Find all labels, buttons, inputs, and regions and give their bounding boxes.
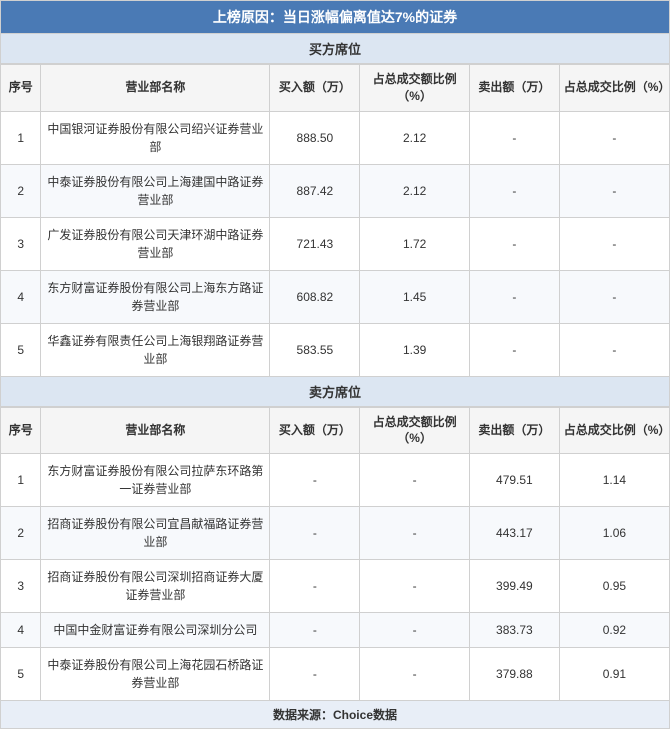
cell-buy_pct: 1.39 [360, 323, 470, 376]
col-sell-pct-header: 占总成交比例（%） [559, 407, 669, 454]
table-row: 5华鑫证券有限责任公司上海银翔路证券营业部583.551.39-- [1, 323, 669, 376]
buyer-section-header: 买方席位 [1, 34, 669, 64]
cell-buy_pct: - [360, 454, 470, 507]
table-row: 1东方财富证券股份有限公司拉萨东环路第一证券营业部--479.511.14 [1, 454, 669, 507]
col-buy-pct-header: 占总成交额比例（%） [360, 407, 470, 454]
cell-buy_pct: 1.72 [360, 217, 470, 270]
col-buy-pct-header: 占总成交额比例（%） [360, 65, 470, 112]
cell-name: 东方财富证券股份有限公司拉萨东环路第一证券营业部 [41, 454, 270, 507]
cell-buy_amount: 583.55 [270, 323, 360, 376]
cell-seq: 3 [1, 560, 41, 613]
cell-name: 东方财富证券股份有限公司上海东方路证券营业部 [41, 270, 270, 323]
table-container: 上榜原因：当日涨幅偏离值达7%的证券 买方席位 序号 营业部名称 买入额（万） … [0, 0, 670, 729]
cell-seq: 5 [1, 323, 41, 376]
cell-seq: 5 [1, 648, 41, 701]
title-bar: 上榜原因：当日涨幅偏离值达7%的证券 [1, 1, 669, 34]
cell-buy_amount: - [270, 454, 360, 507]
table-row: 3广发证券股份有限公司天津环湖中路证券营业部721.431.72-- [1, 217, 669, 270]
cell-buy_amount: 608.82 [270, 270, 360, 323]
seller-table: 序号 营业部名称 买入额（万） 占总成交额比例（%） 卖出额（万） 占总成交比例… [1, 407, 669, 702]
cell-sell_pct: - [559, 270, 669, 323]
col-name-header: 营业部名称 [41, 65, 270, 112]
cell-buy_pct: - [360, 507, 470, 560]
cell-sell_amount: 379.88 [469, 648, 559, 701]
cell-sell_pct: 0.92 [559, 613, 669, 648]
cell-seq: 4 [1, 613, 41, 648]
col-seq-header: 序号 [1, 407, 41, 454]
cell-seq: 1 [1, 454, 41, 507]
table-row: 2招商证券股份有限公司宜昌献福路证券营业部--443.171.06 [1, 507, 669, 560]
cell-seq: 3 [1, 217, 41, 270]
footer-source: 数据来源：Choice数据 [1, 701, 669, 728]
cell-sell_pct: - [559, 217, 669, 270]
buyer-table: 序号 营业部名称 买入额（万） 占总成交额比例（%） 卖出额（万） 占总成交比例… [1, 64, 669, 377]
cell-buy_pct: 1.45 [360, 270, 470, 323]
cell-name: 中国中金财富证券有限公司深圳分公司 [41, 613, 270, 648]
col-name-header: 营业部名称 [41, 407, 270, 454]
cell-buy_amount: - [270, 560, 360, 613]
cell-name: 招商证券股份有限公司深圳招商证券大厦证券营业部 [41, 560, 270, 613]
cell-seq: 4 [1, 270, 41, 323]
cell-sell_pct: 0.95 [559, 560, 669, 613]
cell-sell_amount: 479.51 [469, 454, 559, 507]
cell-buy_amount: - [270, 507, 360, 560]
cell-buy_amount: 887.42 [270, 164, 360, 217]
cell-sell_amount: - [469, 217, 559, 270]
cell-name: 中泰证券股份有限公司上海建国中路证券营业部 [41, 164, 270, 217]
cell-name: 广发证券股份有限公司天津环湖中路证券营业部 [41, 217, 270, 270]
cell-name: 招商证券股份有限公司宜昌献福路证券营业部 [41, 507, 270, 560]
cell-sell_pct: 1.14 [559, 454, 669, 507]
cell-buy_amount: 721.43 [270, 217, 360, 270]
cell-sell_pct: - [559, 111, 669, 164]
cell-sell_amount: - [469, 111, 559, 164]
table-row: 2中泰证券股份有限公司上海建国中路证券营业部887.422.12-- [1, 164, 669, 217]
cell-buy_pct: - [360, 560, 470, 613]
col-seq-header: 序号 [1, 65, 41, 112]
table-row: 5中泰证券股份有限公司上海花园石桥路证券营业部--379.880.91 [1, 648, 669, 701]
cell-seq: 1 [1, 111, 41, 164]
col-buy-amount-header: 买入额（万） [270, 65, 360, 112]
cell-buy_amount: - [270, 613, 360, 648]
cell-buy_amount: 888.50 [270, 111, 360, 164]
table-row: 1中国银河证券股份有限公司绍兴证券营业部888.502.12-- [1, 111, 669, 164]
cell-sell_amount: - [469, 323, 559, 376]
table-row: 4东方财富证券股份有限公司上海东方路证券营业部608.821.45-- [1, 270, 669, 323]
cell-name: 中国银河证券股份有限公司绍兴证券营业部 [41, 111, 270, 164]
cell-buy_amount: - [270, 648, 360, 701]
buyer-table-body: 1中国银河证券股份有限公司绍兴证券营业部888.502.12--2中泰证券股份有… [1, 111, 669, 376]
cell-sell_pct: 1.06 [559, 507, 669, 560]
cell-sell_pct: 0.91 [559, 648, 669, 701]
cell-buy_pct: - [360, 648, 470, 701]
cell-name: 中泰证券股份有限公司上海花园石桥路证券营业部 [41, 648, 270, 701]
seller-table-body: 1东方财富证券股份有限公司拉萨东环路第一证券营业部--479.511.142招商… [1, 454, 669, 701]
col-sell-amount-header: 卖出额（万） [469, 407, 559, 454]
cell-sell_pct: - [559, 323, 669, 376]
cell-seq: 2 [1, 164, 41, 217]
cell-name: 华鑫证券有限责任公司上海银翔路证券营业部 [41, 323, 270, 376]
cell-buy_pct: - [360, 613, 470, 648]
cell-sell_pct: - [559, 164, 669, 217]
table-row: 4中国中金财富证券有限公司深圳分公司--383.730.92 [1, 613, 669, 648]
table-row: 3招商证券股份有限公司深圳招商证券大厦证券营业部--399.490.95 [1, 560, 669, 613]
cell-buy_pct: 2.12 [360, 164, 470, 217]
col-sell-amount-header: 卖出额（万） [469, 65, 559, 112]
cell-seq: 2 [1, 507, 41, 560]
col-buy-amount-header: 买入额（万） [270, 407, 360, 454]
cell-buy_pct: 2.12 [360, 111, 470, 164]
seller-section-header: 卖方席位 [1, 377, 669, 407]
cell-sell_amount: - [469, 270, 559, 323]
cell-sell_amount: 399.49 [469, 560, 559, 613]
cell-sell_amount: - [469, 164, 559, 217]
col-sell-pct-header: 占总成交比例（%） [559, 65, 669, 112]
cell-sell_amount: 383.73 [469, 613, 559, 648]
cell-sell_amount: 443.17 [469, 507, 559, 560]
